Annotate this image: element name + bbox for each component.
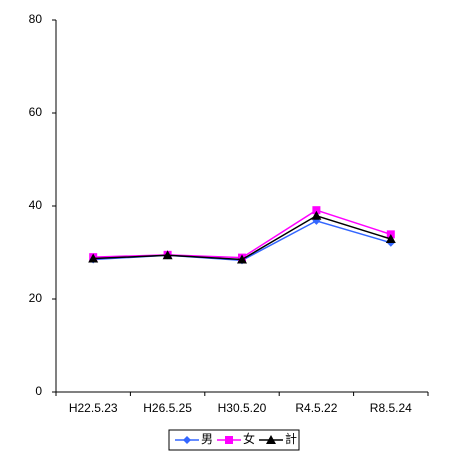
x-tick-label: H22.5.23 [69, 401, 118, 415]
marker [162, 250, 173, 260]
x-tick-label: H26.5.25 [143, 401, 192, 415]
legend-label: 男 [201, 432, 213, 446]
legend-label: 女 [243, 431, 255, 446]
y-tick-label: 0 [35, 384, 42, 398]
legend-label: 計 [285, 431, 297, 446]
marker [312, 206, 321, 215]
x-tick-label: H30.5.20 [218, 401, 267, 415]
series-line [93, 209, 392, 259]
marker [183, 436, 191, 444]
marker [237, 254, 247, 264]
y-tick-label: 20 [29, 291, 43, 305]
marker [225, 436, 233, 444]
marker [311, 210, 322, 220]
x-tick-label: R8.5.24 [370, 401, 412, 415]
y-tick-label: 80 [29, 12, 43, 26]
x-tick-label: R4.5.22 [295, 401, 337, 415]
marker [88, 253, 99, 263]
series-line [93, 214, 392, 261]
marker [385, 234, 396, 244]
marker [266, 435, 276, 444]
y-tick-label: 60 [29, 105, 43, 119]
y-tick-label: 40 [29, 198, 43, 212]
